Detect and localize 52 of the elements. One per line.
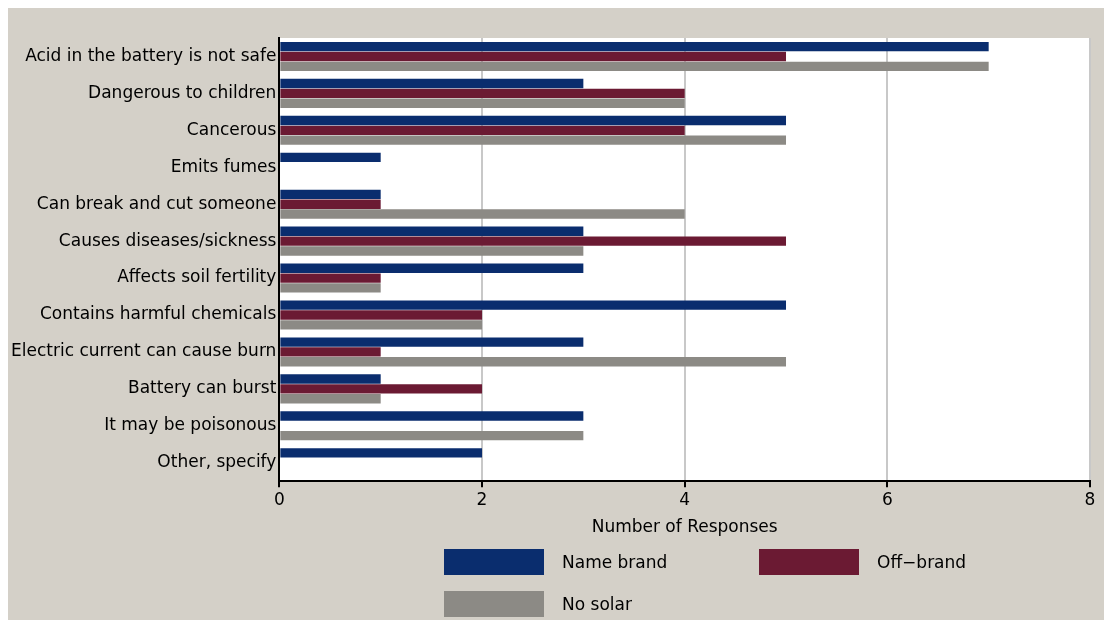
bar (280, 236, 787, 246)
y-tick-label: Dangerous to children (88, 81, 277, 102)
x-tick-label: 0 (273, 488, 285, 509)
bar (280, 125, 685, 136)
bar (280, 337, 584, 347)
bar (280, 51, 787, 62)
x-tick-label: 4 (679, 488, 691, 509)
bar (280, 310, 483, 320)
bar (280, 152, 381, 163)
bar (280, 300, 787, 310)
bar (280, 135, 787, 145)
y-tick-label: Acid in the battery is not safe (25, 44, 277, 65)
bar (280, 411, 584, 421)
x-tick-label: 2 (476, 488, 488, 509)
bar (280, 430, 584, 441)
bar (280, 189, 381, 200)
y-tick-label: Affects soil fertility (117, 266, 277, 287)
bar (280, 448, 483, 458)
bar (280, 61, 989, 71)
text: Name brand (562, 552, 668, 572)
text: No solar (562, 594, 632, 614)
text: Off−brand (877, 552, 967, 572)
bar (280, 226, 584, 236)
bar (280, 41, 989, 52)
bar (280, 78, 584, 89)
y-tick-label: Emits fumes (170, 155, 277, 176)
bar (280, 374, 381, 384)
y-tick-label: Contains harmful chemicals (39, 303, 277, 324)
bar (280, 320, 483, 330)
y-tick-label: Causes diseases/sickness (58, 229, 277, 250)
x-tick-label: 8 (1084, 488, 1096, 509)
bar (280, 384, 483, 394)
bar (280, 199, 381, 209)
x-axis-title: Number of Responses (591, 516, 778, 537)
bar (280, 394, 381, 404)
y-tick-label: It may be poisonous (104, 414, 277, 435)
y-tick-label: Other, specify (157, 451, 277, 472)
bar (280, 263, 584, 273)
x-tick-label: 6 (881, 488, 893, 509)
bar (280, 347, 381, 357)
bar (280, 357, 787, 367)
y-tick-label: Electric current can cause burn (11, 340, 277, 361)
bar (280, 246, 584, 256)
bar (280, 209, 685, 219)
bar (280, 115, 787, 126)
bar (280, 88, 685, 99)
bar (280, 273, 381, 283)
y-tick-label: Battery can burst (128, 377, 277, 398)
y-tick-label: Cancerous (186, 118, 277, 139)
bar (280, 283, 381, 293)
y-tick-label: Can break and cut someone (36, 192, 277, 213)
bar (280, 98, 685, 108)
